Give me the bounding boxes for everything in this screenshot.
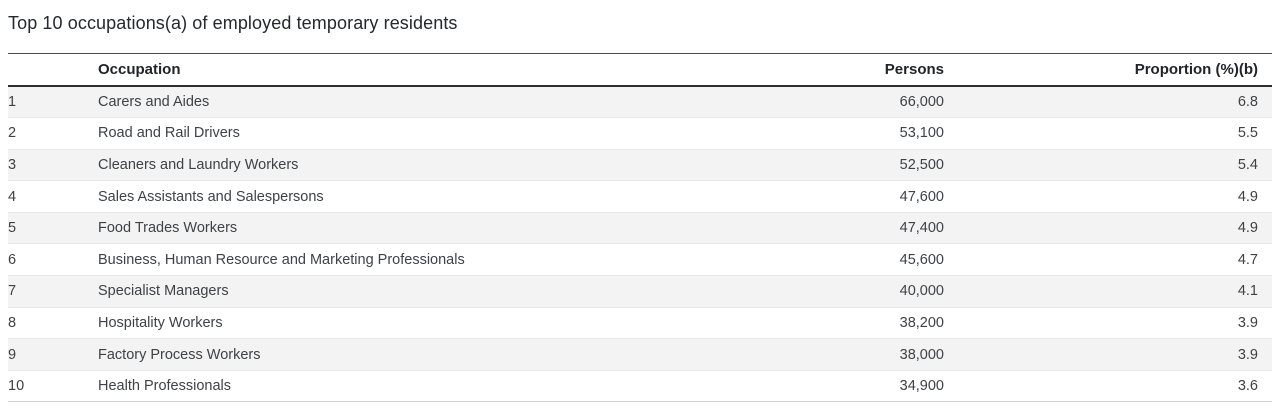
table-title: Top 10 occupations(a) of employed tempor… bbox=[8, 13, 458, 33]
rank-cell: 1 bbox=[8, 94, 17, 111]
persons-cell: 53,100 bbox=[899, 125, 944, 142]
occupation-cell: Business, Human Resource and Marketing P… bbox=[98, 251, 465, 268]
table-header-row: Occupation Persons Proportion (%)(b) bbox=[8, 53, 1272, 87]
rank-cell: 2 bbox=[8, 125, 17, 142]
occupation-cell: Cleaners and Laundry Workers bbox=[98, 156, 299, 173]
column-header-persons: Persons bbox=[884, 61, 944, 78]
occupation-cell: Health Professionals bbox=[98, 378, 231, 395]
persons-cell: 40,000 bbox=[899, 283, 944, 300]
proportion-cell: 5.4 bbox=[1237, 156, 1258, 173]
persons-cell: 34,900 bbox=[899, 378, 944, 395]
persons-cell: 38,200 bbox=[899, 314, 944, 331]
occupation-cell: Hospitality Workers bbox=[98, 314, 223, 331]
occupation-cell: Carers and Aides bbox=[98, 94, 210, 111]
persons-cell: 38,000 bbox=[899, 346, 944, 363]
table-row: 10 Health Professionals 34,900 3.6 bbox=[8, 370, 1272, 402]
proportion-cell: 5.5 bbox=[1237, 125, 1258, 142]
occupation-cell: Food Trades Workers bbox=[98, 220, 238, 237]
table-body: 1 Carers and Aides 66,000 6.8 2 Road and… bbox=[8, 86, 1272, 402]
table-row: 7 Specialist Managers 40,000 4.1 bbox=[8, 275, 1272, 308]
rank-cell: 7 bbox=[8, 283, 17, 300]
persons-cell: 47,400 bbox=[899, 220, 944, 237]
rank-cell: 5 bbox=[8, 220, 17, 237]
persons-cell: 47,600 bbox=[899, 188, 944, 205]
persons-cell: 66,000 bbox=[899, 94, 944, 111]
table-row: 6 Business, Human Resource and Marketing… bbox=[8, 244, 1272, 276]
table-row: 5 Food Trades Workers 47,400 4.9 bbox=[8, 212, 1272, 244]
proportion-cell: 6.8 bbox=[1237, 94, 1258, 111]
occupations-table: Occupation Persons Proportion (%)(b) 1 C… bbox=[8, 53, 1272, 402]
table-row: 4 Sales Assistants and Salespersons 47,6… bbox=[8, 181, 1272, 213]
table-row: 1 Carers and Aides 66,000 6.8 bbox=[8, 86, 1272, 118]
persons-cell: 52,500 bbox=[899, 156, 944, 173]
column-header-rank bbox=[8, 54, 98, 87]
rank-cell: 3 bbox=[8, 156, 17, 173]
proportion-cell: 4.7 bbox=[1237, 251, 1258, 268]
proportion-cell: 3.9 bbox=[1237, 314, 1258, 331]
occupation-cell: Road and Rail Drivers bbox=[98, 125, 240, 142]
table-row: 3 Cleaners and Laundry Workers 52,500 5.… bbox=[8, 149, 1272, 181]
rank-cell: 4 bbox=[8, 188, 17, 205]
rank-cell: 9 bbox=[8, 346, 17, 363]
table-row: 2 Road and Rail Drivers 53,100 5.5 bbox=[8, 118, 1272, 150]
occupation-cell: Specialist Managers bbox=[98, 283, 229, 300]
occupation-cell: Factory Process Workers bbox=[98, 346, 261, 363]
proportion-cell: 3.6 bbox=[1237, 378, 1258, 395]
rank-cell: 8 bbox=[8, 314, 17, 331]
table-row: 8 Hospitality Workers 38,200 3.9 bbox=[8, 307, 1272, 339]
persons-cell: 45,600 bbox=[899, 251, 944, 268]
table-row: 9 Factory Process Workers 38,000 3.9 bbox=[8, 338, 1272, 371]
rank-cell: 6 bbox=[8, 251, 17, 268]
proportion-cell: 4.9 bbox=[1237, 188, 1258, 205]
proportion-cell: 3.9 bbox=[1237, 346, 1258, 363]
occupation-cell: Sales Assistants and Salespersons bbox=[98, 188, 324, 205]
table-header: Occupation Persons Proportion (%)(b) bbox=[8, 53, 1272, 87]
proportion-cell: 4.1 bbox=[1237, 283, 1258, 300]
column-header-occupation: Occupation bbox=[98, 61, 181, 78]
rank-cell: 10 bbox=[8, 378, 25, 395]
column-header-proportion: Proportion (%)(b) bbox=[1134, 61, 1258, 78]
proportion-cell: 4.9 bbox=[1237, 220, 1258, 237]
